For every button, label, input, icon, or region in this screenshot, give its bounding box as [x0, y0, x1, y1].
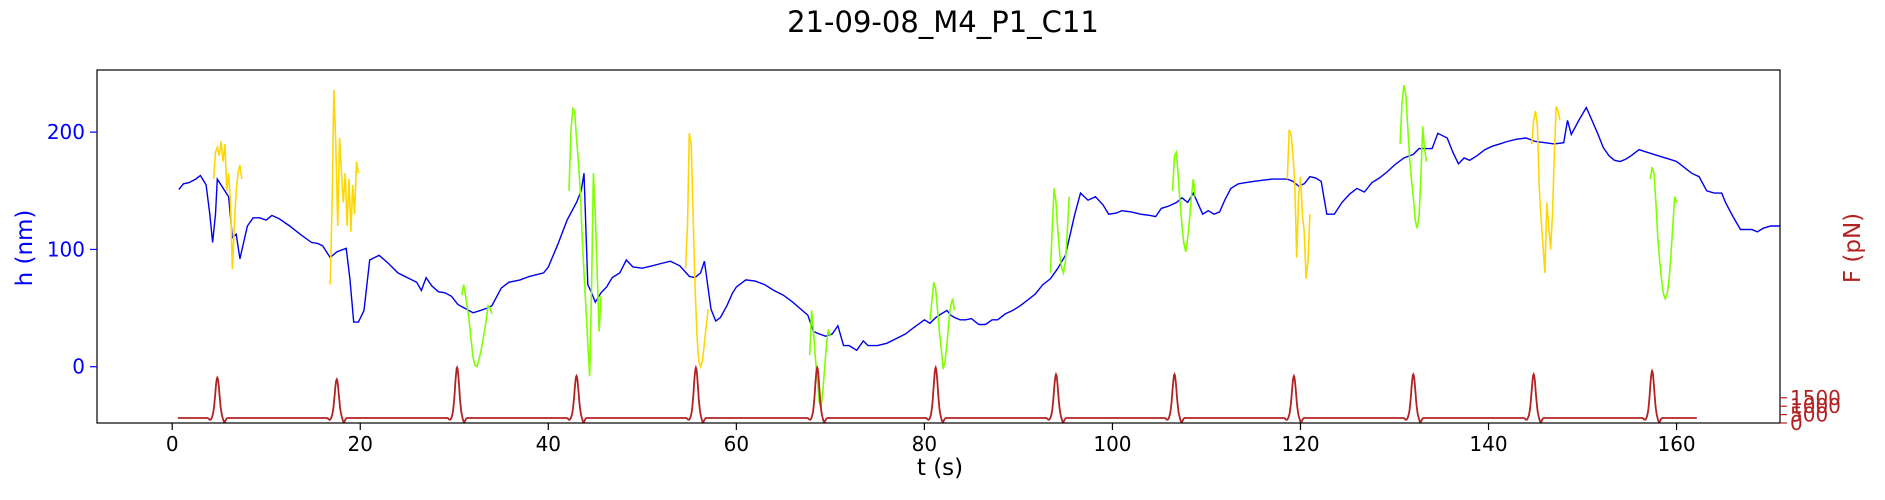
- x-tick-label: 160: [1657, 432, 1695, 456]
- chart-title: 21-09-08_M4_P1_C11: [787, 5, 1099, 39]
- plot-frame: [96, 69, 1781, 424]
- height-trace-height_push_b-7: [1649, 167, 1678, 301]
- y-left-tick-label: 100: [47, 237, 85, 261]
- x-tick-label: 20: [348, 432, 373, 456]
- height-trace-height_push_a-2: [684, 133, 709, 370]
- height-trace-height_push_b-1: [568, 106, 602, 377]
- height-trace-height_push_b-6: [1399, 85, 1428, 229]
- height-trace-height_push_b-4: [1049, 188, 1070, 276]
- x-axis-label: t (s): [917, 455, 963, 481]
- y-right-tick-label: 1000: [1790, 394, 1841, 418]
- height-trace-height_push_a-4: [1531, 106, 1561, 273]
- y-right-tick-label: 1500: [1790, 386, 1841, 410]
- x-tick-label: 40: [536, 432, 561, 456]
- height-trace-height_push_a-1: [329, 89, 360, 285]
- x-tick-label: 120: [1281, 432, 1319, 456]
- x-tick-label: 80: [912, 432, 937, 456]
- y-axis-right-label: F (pN): [1840, 213, 1866, 283]
- y-right-tick-label: 0: [1790, 411, 1803, 435]
- y-left-tick-label: 200: [47, 120, 85, 144]
- x-tick-label: 60: [724, 432, 749, 456]
- y-axis-left-label: h (nm): [12, 210, 38, 287]
- height-trace-height_push_b-0: [461, 284, 493, 368]
- height-trace-height_push_a-3: [1286, 129, 1311, 279]
- x-tick-label: 0: [166, 432, 179, 456]
- height-trace-height_push_b-3: [929, 282, 956, 370]
- height-trace-height_push_b-5: [1171, 149, 1196, 252]
- x-tick-label: 140: [1469, 432, 1507, 456]
- height-trace-main: [178, 105, 1780, 352]
- force-trace: [177, 364, 1697, 424]
- x-tick-label: 100: [1093, 432, 1131, 456]
- y-right-tick-label: 500: [1790, 403, 1828, 427]
- height-trace-height_push_a-0: [212, 141, 243, 270]
- plot-lines: [177, 85, 1780, 424]
- y-left-tick-label: 0: [72, 355, 85, 379]
